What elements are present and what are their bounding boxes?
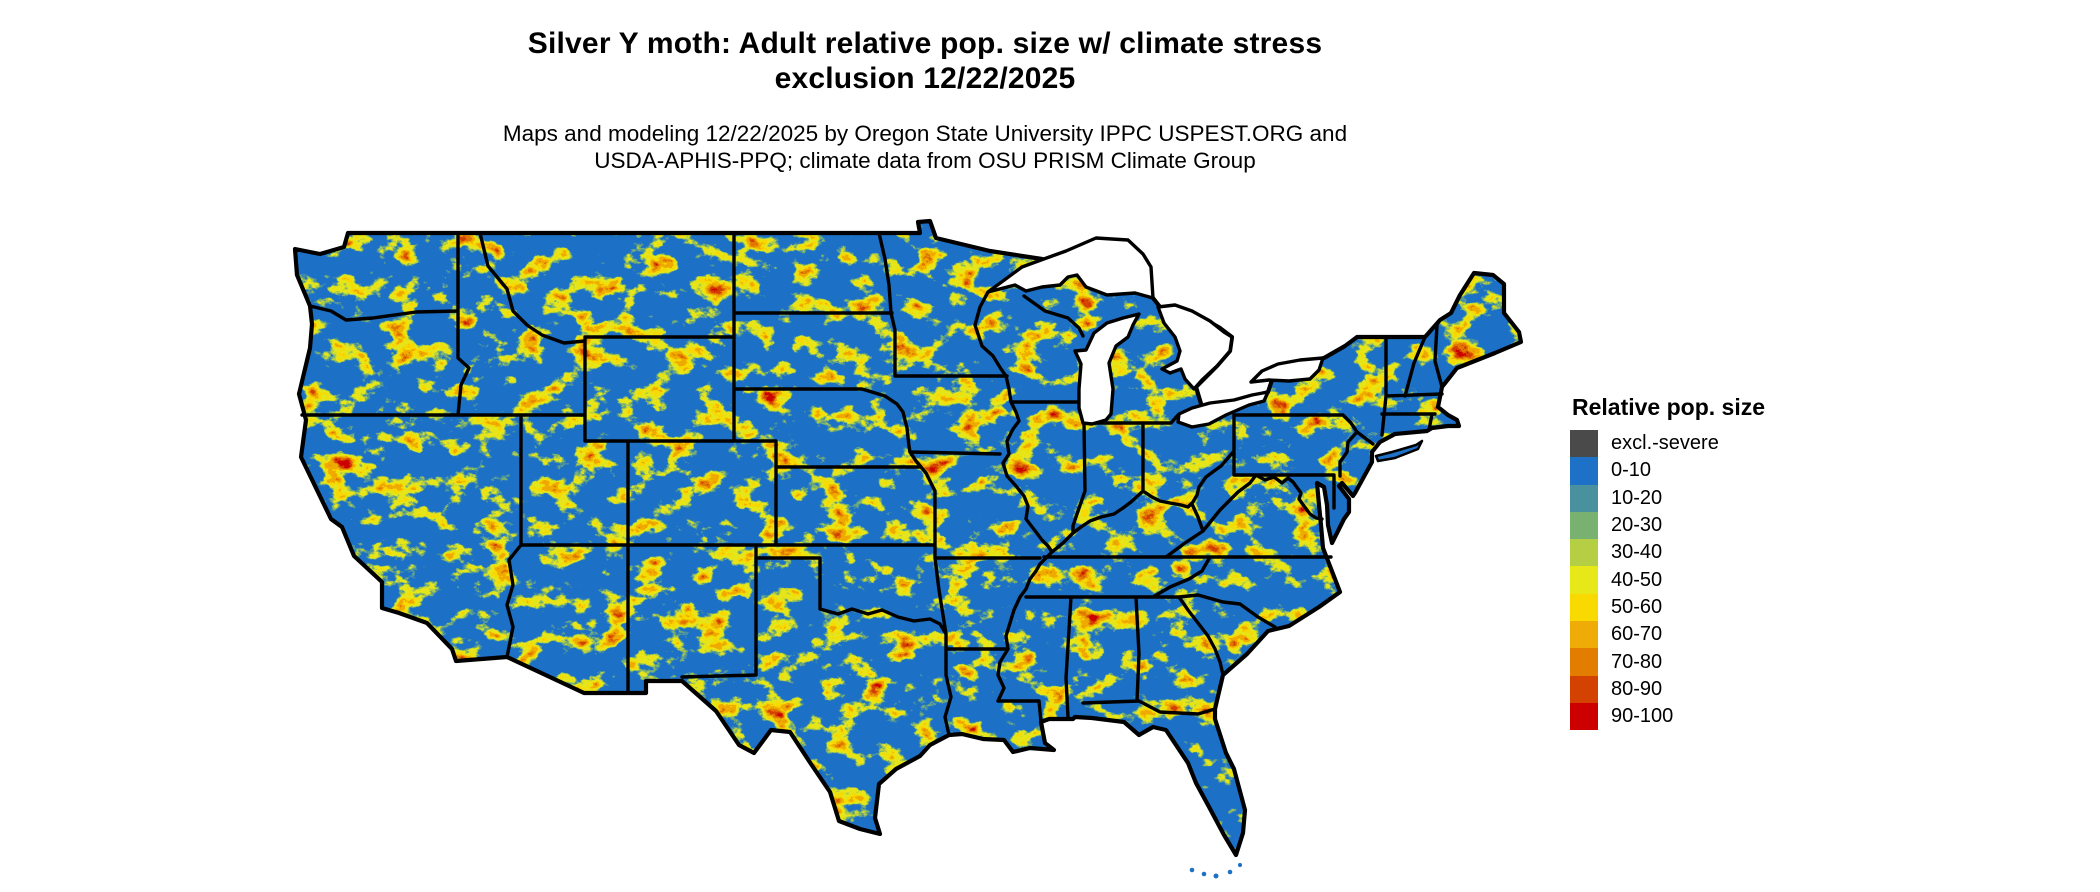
page-subtitle: Maps and modeling 12/22/2025 by Oregon S… [0, 120, 1850, 174]
legend-item: 60-70 [1570, 621, 1765, 649]
population-raster-layer [295, 221, 1521, 855]
legend-item: 30-40 [1570, 539, 1765, 567]
legend-item: 70-80 [1570, 648, 1765, 676]
color-swatch-50-60 [1570, 593, 1598, 622]
color-swatch-70-80 [1570, 648, 1598, 676]
legend-item-label: 70-80 [1611, 650, 1663, 673]
legend-item-label: 80-90 [1611, 677, 1663, 700]
legend-item-label: 40-50 [1611, 568, 1663, 591]
color-swatch-40-50 [1570, 566, 1598, 594]
subtitle-line-2: USDA-APHIS-PPQ; climate data from OSU PR… [594, 148, 1256, 173]
color-swatch-20-30 [1570, 511, 1598, 540]
us-map-svg [292, 218, 1524, 879]
legend-item-label: 50-60 [1611, 595, 1663, 618]
legend-items: excl.-severe 0-10 10-20 20-30 30-40 40-5… [1570, 430, 1765, 731]
lake-huron [1156, 303, 1234, 391]
state-borders [300, 231, 1444, 737]
legend-item-label: 0-10 [1611, 459, 1652, 482]
lake-ontario [1249, 356, 1325, 384]
legend-item-label: 90-100 [1611, 705, 1674, 728]
legend-item: 50-60 [1570, 593, 1765, 622]
lake-erie [1176, 390, 1270, 429]
color-swatch-10-20 [1570, 484, 1598, 512]
long-island [1374, 439, 1424, 463]
color-swatch-0-10 [1570, 457, 1598, 485]
legend-item: 80-90 [1570, 675, 1765, 703]
lake-superior [986, 236, 1155, 300]
legend-item: 20-30 [1570, 511, 1765, 540]
color-swatch-60-70 [1570, 621, 1598, 649]
color-swatch-excl-severe [1570, 430, 1598, 458]
page-title: Silver Y moth: Adult relative pop. size … [0, 26, 1850, 96]
legend-item: excl.-severe [1570, 430, 1765, 458]
legend-title: Relative pop. size [1572, 394, 1766, 420]
legend: Relative pop. size excl.-severe 0-10 10-… [1570, 394, 1766, 731]
title-line-2: exclusion 12/22/2025 [774, 62, 1076, 95]
florida-keys [1189, 862, 1243, 879]
us-population-map [230, 165, 1530, 887]
legend-item-label: 20-30 [1611, 514, 1663, 537]
legend-item-label: 30-40 [1611, 541, 1663, 564]
legend-item-label: 10-20 [1611, 486, 1663, 509]
color-swatch-80-90 [1570, 675, 1598, 703]
title-line-1: Silver Y moth: Adult relative pop. size … [527, 27, 1323, 60]
great-lakes [986, 236, 1325, 429]
legend-item-label: 60-70 [1611, 623, 1663, 646]
legend-item: 10-20 [1570, 484, 1765, 512]
legend-item-label: excl.-severe [1611, 432, 1719, 455]
legend-item: 0-10 [1570, 457, 1765, 485]
color-swatch-90-100 [1570, 702, 1598, 731]
legend-item: 40-50 [1570, 566, 1765, 594]
color-swatch-30-40 [1570, 539, 1598, 567]
lake-michigan [1073, 312, 1141, 426]
subtitle-line-1: Maps and modeling 12/22/2025 by Oregon S… [502, 121, 1348, 146]
legend-item: 90-100 [1570, 702, 1765, 731]
map-header: Silver Y moth: Adult relative pop. size … [0, 26, 1850, 174]
